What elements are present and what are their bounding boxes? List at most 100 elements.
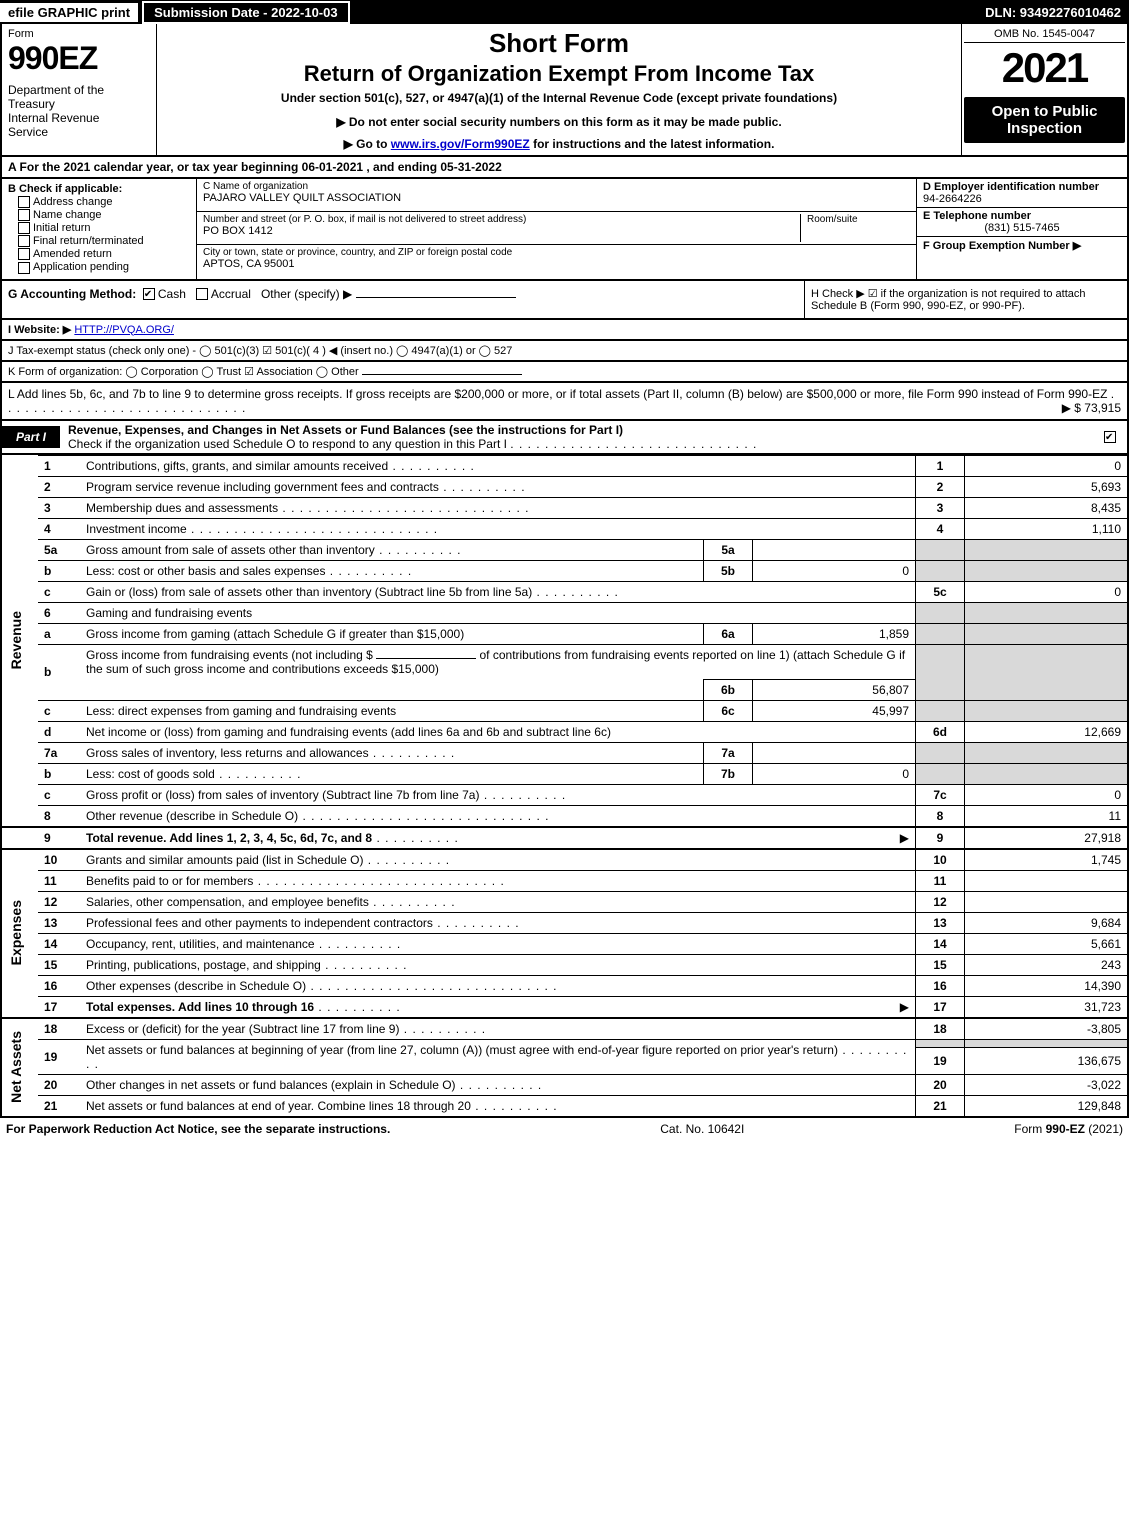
submission-date: Submission Date - 2022-10-03 <box>142 1 350 24</box>
row-6c-desc: Less: direct expenses from gaming and fu… <box>86 704 396 718</box>
title-short-form: Short Form <box>165 28 953 59</box>
row-11-desc: Benefits paid to or for members <box>86 874 253 888</box>
subtitle-goto: ▶ Go to www.irs.gov/Form990EZ for instru… <box>165 137 953 151</box>
chk-cash[interactable] <box>143 288 155 300</box>
block-bcdef: B Check if applicable: Address change Na… <box>0 179 1129 281</box>
row-14-amt: 5,661 <box>965 933 1129 954</box>
omb-number: OMB No. 1545-0047 <box>964 26 1125 43</box>
irs-link[interactable]: www.irs.gov/Form990EZ <box>391 137 530 151</box>
form-number: 990EZ <box>8 40 150 77</box>
website-link[interactable]: HTTP://PVQA.ORG/ <box>74 324 174 336</box>
h-check: H Check ▶ ☑ if the organization is not r… <box>804 281 1127 318</box>
chk-application-pending[interactable]: Application pending <box>18 261 190 273</box>
row-1-num: 1 <box>38 455 80 476</box>
chk-initial-return[interactable]: Initial return <box>18 222 190 234</box>
row-5b-desc: Less: cost or other basis and sales expe… <box>86 564 325 578</box>
c-addr-label: Number and street (or P. O. box, if mail… <box>203 214 800 225</box>
row-6d-desc: Net income or (loss) from gaming and fun… <box>86 725 611 739</box>
row-5a-subval <box>753 539 916 560</box>
top-bar: efile GRAPHIC print Submission Date - 20… <box>0 0 1129 24</box>
l-text: L Add lines 5b, 6c, and 7b to line 9 to … <box>8 387 1107 401</box>
c-name-label: C Name of organization <box>203 181 910 192</box>
row-12-amt <box>965 891 1129 912</box>
row-7b-desc: Less: cost of goods sold <box>86 767 215 781</box>
row-12-desc: Salaries, other compensation, and employ… <box>86 895 369 909</box>
line-k: K Form of organization: ◯ Corporation ◯ … <box>0 362 1129 383</box>
row-2-desc: Program service revenue including govern… <box>86 480 439 494</box>
row-1-amt: 0 <box>965 455 1129 476</box>
row-19-amt: 136,675 <box>965 1048 1129 1074</box>
room-suite-label: Room/suite <box>800 214 910 242</box>
i-label: I Website: ▶ <box>8 324 71 336</box>
part1-tab: Part I <box>2 426 60 448</box>
row-4-desc: Investment income <box>86 522 187 536</box>
row-7a-desc: Gross sales of inventory, less returns a… <box>86 746 369 760</box>
telephone: (831) 515-7465 <box>923 222 1121 234</box>
row-6d-amt: 12,669 <box>965 721 1129 742</box>
row-9-amt: 27,918 <box>965 827 1129 849</box>
d-label: D Employer identification number <box>923 181 1099 193</box>
column-c: C Name of organization PAJARO VALLEY QUI… <box>197 179 917 279</box>
row-18-amt: -3,805 <box>965 1018 1129 1040</box>
footer-center: Cat. No. 10642I <box>660 1122 744 1136</box>
row-11-amt <box>965 870 1129 891</box>
row-6c-subval: 45,997 <box>753 700 916 721</box>
subtitle-ssn: ▶ Do not enter social security numbers o… <box>165 115 953 129</box>
l-amount: ▶ $ 73,915 <box>1062 401 1121 415</box>
row-5b-subval: 0 <box>753 560 916 581</box>
header-center: Short Form Return of Organization Exempt… <box>157 24 962 155</box>
row-1-desc: Contributions, gifts, grants, and simila… <box>86 459 388 473</box>
efile-label: efile GRAPHIC print <box>0 3 138 22</box>
part1-title: Revenue, Expenses, and Changes in Net As… <box>60 421 1104 453</box>
chk-final-return[interactable]: Final return/terminated <box>18 235 190 247</box>
column-def: D Employer identification number 94-2664… <box>917 179 1127 279</box>
line-j: J Tax-exempt status (check only one) - ◯… <box>0 341 1129 362</box>
row-3-desc: Membership dues and assessments <box>86 501 278 515</box>
netassets-label: Net Assets <box>8 1031 30 1103</box>
row-8-amt: 11 <box>965 805 1129 827</box>
row-17-desc: Total expenses. Add lines 10 through 16 <box>86 1000 314 1014</box>
footer-right: Form 990-EZ (2021) <box>1014 1122 1123 1136</box>
g-accounting: G Accounting Method: Cash Accrual Other … <box>2 281 804 318</box>
row-6a-desc: Gross income from gaming (attach Schedul… <box>86 627 464 641</box>
row-9-desc: Total revenue. Add lines 1, 2, 3, 4, 5c,… <box>86 831 372 845</box>
chk-address-change[interactable]: Address change <box>18 196 190 208</box>
header-right: OMB No. 1545-0047 2021 Open to Public In… <box>962 24 1127 155</box>
row-7c-amt: 0 <box>965 784 1129 805</box>
chk-amended-return[interactable]: Amended return <box>18 248 190 260</box>
row-13-desc: Professional fees and other payments to … <box>86 916 433 930</box>
part1-header: Part I Revenue, Expenses, and Changes in… <box>0 421 1129 455</box>
row-18-desc: Excess or (deficit) for the year (Subtra… <box>86 1022 399 1036</box>
revenue-label: Revenue <box>8 611 30 669</box>
g-other-input[interactable] <box>356 297 516 298</box>
line-l: L Add lines 5b, 6c, and 7b to line 9 to … <box>0 383 1129 421</box>
goto-suffix: for instructions and the latest informat… <box>533 137 774 151</box>
form-word: Form <box>8 28 150 40</box>
org-address: PO BOX 1412 <box>203 225 800 237</box>
row-6b-blank[interactable] <box>376 658 476 659</box>
row-7c-desc: Gross profit or (loss) from sales of inv… <box>86 788 479 802</box>
part1-sub: Check if the organization used Schedule … <box>68 437 507 451</box>
row-1-ref: 1 <box>916 455 965 476</box>
title-return: Return of Organization Exempt From Incom… <box>165 61 953 87</box>
b-label: B Check if applicable: <box>8 183 122 195</box>
column-b: B Check if applicable: Address change Na… <box>2 179 197 279</box>
k-other-input[interactable] <box>362 374 522 375</box>
row-16-amt: 14,390 <box>965 975 1129 996</box>
row-7a-subval <box>753 742 916 763</box>
row-6a-subval: 1,859 <box>753 623 916 644</box>
org-name: PAJARO VALLEY QUILT ASSOCIATION <box>203 192 910 204</box>
row-5c-amt: 0 <box>965 581 1129 602</box>
row-8-desc: Other revenue (describe in Schedule O) <box>86 809 298 823</box>
row-7b-subval: 0 <box>753 763 916 784</box>
chk-name-change[interactable]: Name change <box>18 209 190 221</box>
e-label: E Telephone number <box>923 210 1031 222</box>
goto-prefix: ▶ Go to <box>344 137 391 151</box>
row-3-amt: 8,435 <box>965 497 1129 518</box>
row-21-desc: Net assets or fund balances at end of ye… <box>86 1099 471 1113</box>
f-label: F Group Exemption Number ▶ <box>923 240 1081 252</box>
part1-checkbox[interactable] <box>1104 430 1127 444</box>
chk-accrual[interactable] <box>196 288 208 300</box>
c-city-label: City or town, state or province, country… <box>203 247 910 258</box>
header-left: Form 990EZ Department of theTreasuryInte… <box>2 24 157 155</box>
